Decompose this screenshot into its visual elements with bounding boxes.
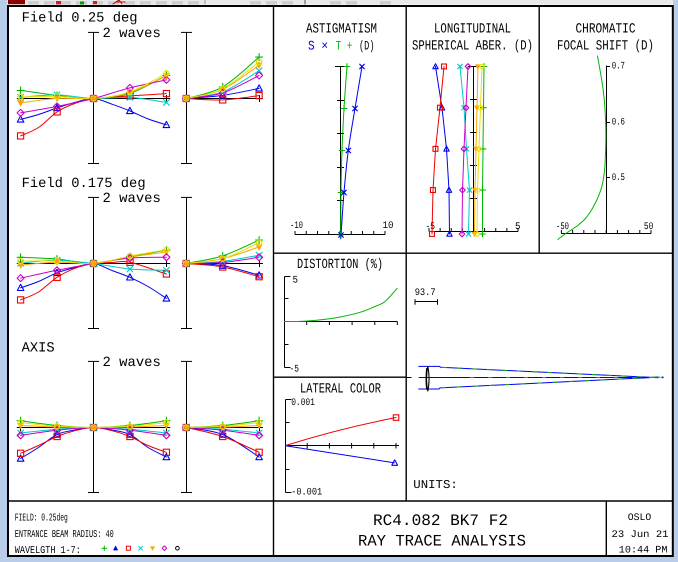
svg-text:RAY TRACE ANALYSIS: RAY TRACE ANALYSIS [358,532,526,550]
svg-text:0.6: 0.6 [612,117,625,128]
svg-text:-0.001: -0.001 [291,488,322,499]
svg-text:10: 10 [383,221,394,232]
svg-text:0.7: 0.7 [612,62,625,73]
svg-text:WAVELGTH 1-7:: WAVELGTH 1-7: [15,545,81,557]
svg-text:0.5: 0.5 [612,173,625,184]
svg-text:-50: -50 [556,222,569,233]
svg-text:LATERAL COLOR: LATERAL COLOR [300,381,381,397]
svg-text:23 Jun 21: 23 Jun 21 [612,530,669,541]
svg-text:10:44 PM: 10:44 PM [619,545,668,556]
svg-text:T +: T + [336,38,353,53]
svg-text:-5: -5 [426,222,436,233]
svg-text:-5: -5 [290,365,300,376]
svg-text:93.7: 93.7 [415,288,436,299]
svg-text:50: 50 [644,222,654,233]
svg-text:FOCAL SHIFT (D): FOCAL SHIFT (D) [557,38,654,54]
svg-text:DISTORTION (%): DISTORTION (%) [297,257,383,273]
svg-text:S ×: S × [308,38,328,53]
svg-text:2 waves: 2 waves [103,355,161,371]
svg-text:SPHERICAL ABER. (D): SPHERICAL ABER. (D) [412,38,533,54]
svg-text:2 waves: 2 waves [103,26,161,42]
svg-text:ASTIGMATISM: ASTIGMATISM [306,21,377,37]
svg-text:OSLO: OSLO [628,513,652,524]
svg-text:(D): (D) [359,38,375,53]
svg-text:CHROMATIC: CHROMATIC [576,21,636,37]
svg-text:Field 0.175 deg: Field 0.175 deg [22,176,146,192]
svg-text:FIELD: 0.25deg: FIELD: 0.25deg [15,512,68,524]
svg-text:-10: -10 [290,221,303,232]
svg-text:AXIS: AXIS [22,341,55,357]
svg-text:Field 0.25 deg: Field 0.25 deg [22,11,138,27]
svg-text:2 waves: 2 waves [103,191,161,207]
svg-text:5: 5 [515,222,521,233]
svg-text:UNITS:: UNITS: [413,478,458,492]
svg-text:5: 5 [293,276,299,287]
svg-text:LONGITUDINAL: LONGITUDINAL [434,21,511,37]
svg-text:0.001: 0.001 [291,398,315,409]
svg-text:ENTRANCE BEAM RADIUS: 40: ENTRANCE BEAM RADIUS: 40 [15,529,114,541]
svg-text:RC4.082 BK7 F2: RC4.082 BK7 F2 [373,512,508,530]
